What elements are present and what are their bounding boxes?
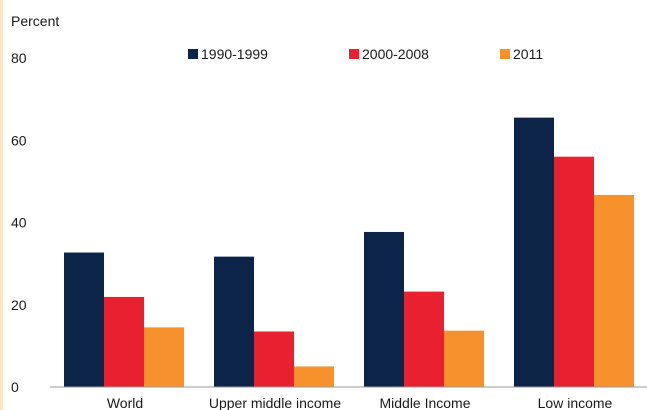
bar-chart: Percent 1990-1999 2000-2008 2011 0 20 40 60 80…	[11, 13, 647, 410]
bar-2011	[144, 327, 184, 387]
bars	[64, 117, 634, 387]
y-tick-label: 40	[11, 215, 27, 231]
legend-label: 2011	[513, 46, 543, 62]
bar-1990-1999	[364, 231, 404, 387]
bar-1990-1999	[64, 252, 104, 387]
bar-2011	[294, 366, 334, 387]
legend-swatch	[500, 49, 510, 59]
category-label: World	[107, 395, 143, 410]
category-label: Middle Income	[379, 395, 470, 410]
legend-swatch	[349, 49, 359, 59]
bar-1990-1999	[514, 117, 554, 387]
category-label: Low income	[538, 395, 613, 410]
bar-2000-2008	[104, 296, 144, 387]
bar-2011	[594, 194, 634, 387]
y-axis-label: Percent	[11, 13, 59, 29]
legend: 1990-1999 2000-2008 2011	[188, 46, 543, 62]
category-label: Upper middle income	[209, 395, 341, 410]
bar-1990-1999	[214, 256, 254, 387]
bar-2011	[444, 330, 484, 387]
category-labels: World Upper middle income Middle Income Low…	[107, 395, 613, 410]
bar-2000-2008	[254, 331, 294, 387]
bar-2000-2008	[554, 156, 594, 387]
legend-label: 1990-1999	[201, 46, 268, 62]
bar-2000-2008	[404, 291, 444, 387]
y-tick-label: 0	[11, 379, 19, 395]
y-tick-label: 20	[11, 297, 27, 313]
legend-label: 2000-2008	[362, 46, 429, 62]
y-tick-label: 80	[11, 50, 27, 66]
y-tick-label: 60	[11, 132, 27, 148]
y-axis-ticks: 0 20 40 60 80	[11, 50, 27, 395]
legend-swatch	[188, 49, 198, 59]
